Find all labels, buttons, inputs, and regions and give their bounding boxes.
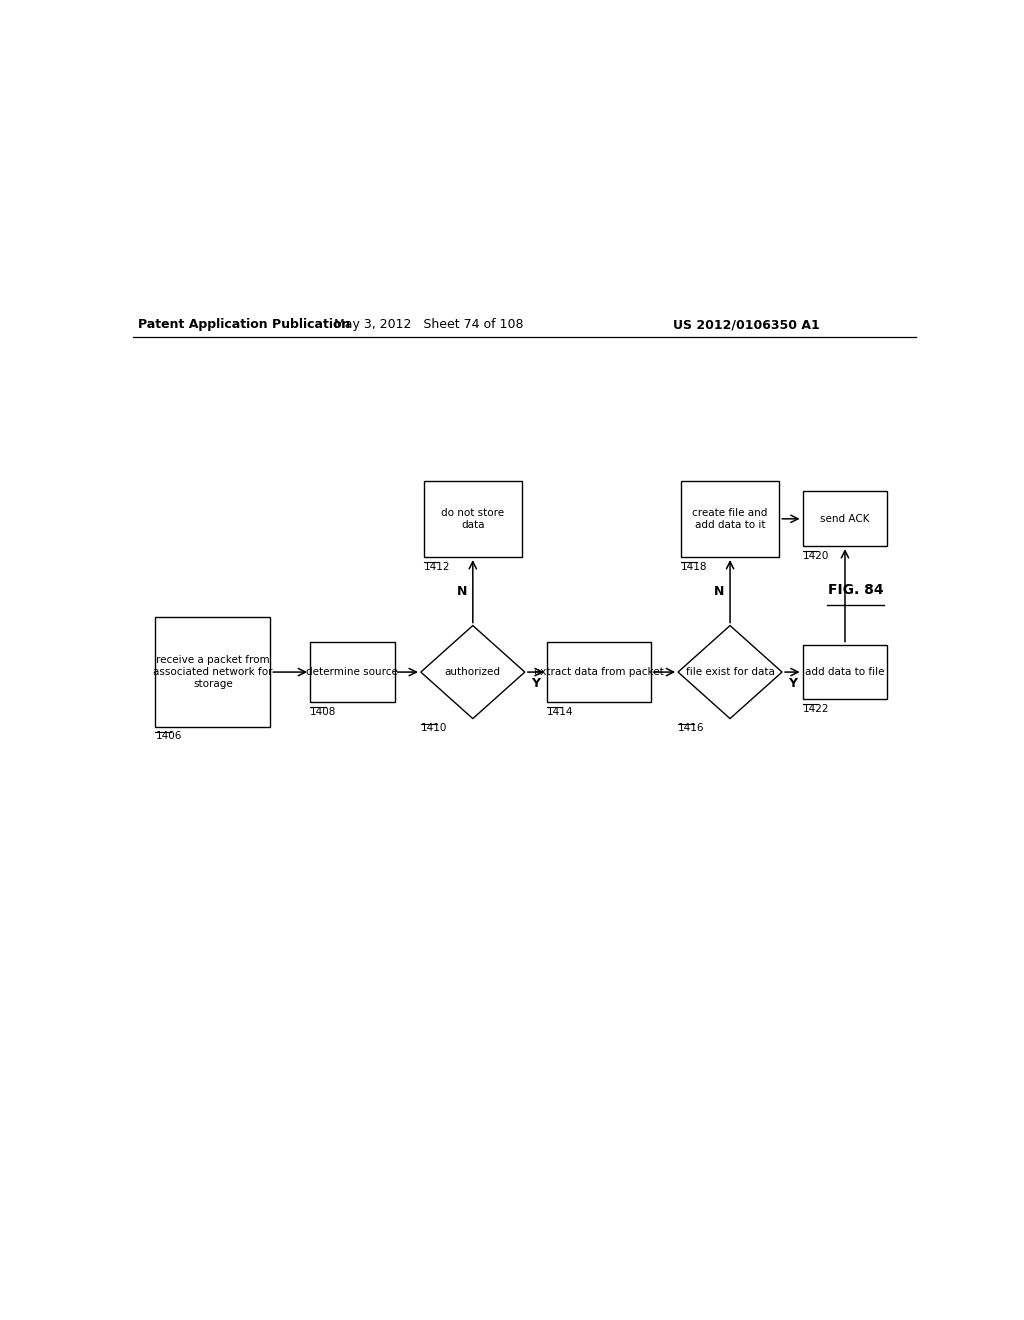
Text: FIG. 84: FIG. 84 [828, 583, 884, 597]
Text: extract data from packet: extract data from packet [534, 667, 664, 677]
Text: do not store
data: do not store data [441, 508, 505, 529]
Text: file exist for data: file exist for data [686, 667, 774, 677]
Text: Patent Application Publication: Patent Application Publication [138, 318, 350, 331]
Text: 1422: 1422 [803, 704, 829, 714]
FancyBboxPatch shape [547, 642, 650, 702]
Text: US 2012/0106350 A1: US 2012/0106350 A1 [673, 318, 820, 331]
FancyBboxPatch shape [310, 642, 395, 702]
Text: authorized: authorized [444, 667, 501, 677]
Text: N: N [457, 585, 467, 598]
Text: 1414: 1414 [547, 706, 573, 717]
FancyBboxPatch shape [803, 644, 888, 700]
Text: Y: Y [787, 677, 797, 689]
Text: 1420: 1420 [803, 550, 829, 561]
Text: add data to file: add data to file [805, 667, 885, 677]
FancyBboxPatch shape [156, 618, 270, 727]
Text: receive a packet from
associated network for
storage: receive a packet from associated network… [153, 656, 272, 689]
Text: send ACK: send ACK [820, 513, 869, 524]
Text: 1418: 1418 [681, 561, 708, 572]
Text: create file and
add data to it: create file and add data to it [692, 508, 768, 529]
Polygon shape [421, 626, 524, 718]
Polygon shape [678, 626, 782, 718]
Text: 1406: 1406 [156, 731, 181, 742]
Text: 1410: 1410 [421, 723, 447, 733]
Text: determine source: determine source [306, 667, 398, 677]
FancyBboxPatch shape [803, 491, 888, 546]
Text: May 3, 2012   Sheet 74 of 108: May 3, 2012 Sheet 74 of 108 [334, 318, 523, 331]
FancyBboxPatch shape [424, 480, 522, 557]
Text: 1408: 1408 [310, 706, 336, 717]
FancyBboxPatch shape [681, 480, 779, 557]
Text: Y: Y [531, 677, 541, 689]
Text: N: N [714, 585, 724, 598]
Text: 1412: 1412 [424, 561, 450, 572]
Text: 1416: 1416 [678, 723, 705, 733]
